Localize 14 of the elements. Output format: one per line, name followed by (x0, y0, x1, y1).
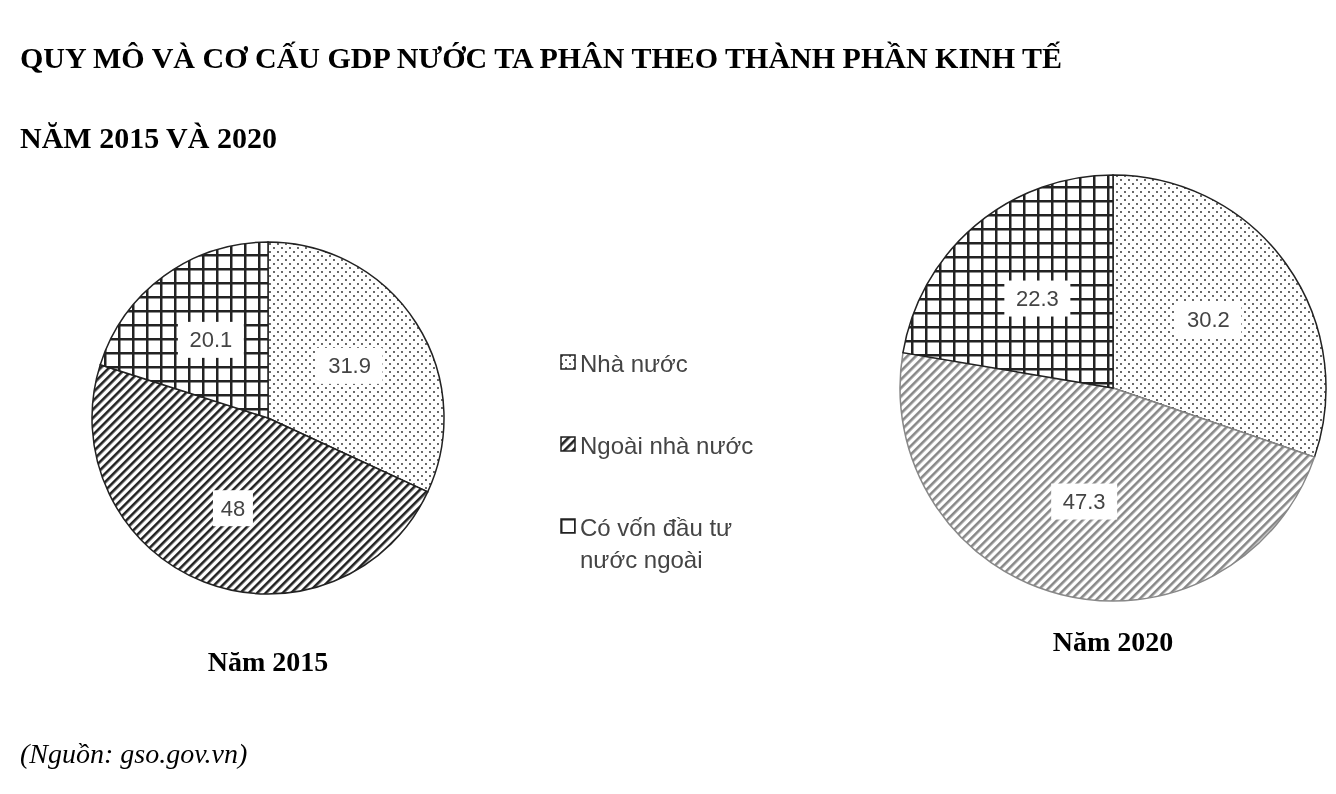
text: Năm 2020 (1051, 626, 1175, 658)
text: (Nguồn: gso.gov.vn) (20, 738, 248, 770)
legend-label: Ngoài nhà nước (580, 431, 754, 461)
pie-slice (899, 351, 1316, 602)
legend-label: Có vốn đầu tư nước ngoài (580, 513, 734, 575)
data-label: 22.3 (1015, 286, 1059, 312)
text: Năm 2015 (206, 646, 330, 678)
chart-title: QUY MÔ VÀ CƠ CẤU GDP NƯỚC TA PHÂN THEO THÀNH PHẦN KINH TẾ NĂM 2015 VÀ 2020 (20, 41, 1063, 154)
data-label: 47.3 (1062, 489, 1106, 515)
data-label: 48 (220, 495, 246, 521)
data-label: 30.2 (1186, 307, 1230, 333)
legend-label: Nhà nước (580, 349, 688, 379)
data-label: 31.9 (328, 353, 371, 379)
data-label: 20.1 (189, 327, 233, 353)
